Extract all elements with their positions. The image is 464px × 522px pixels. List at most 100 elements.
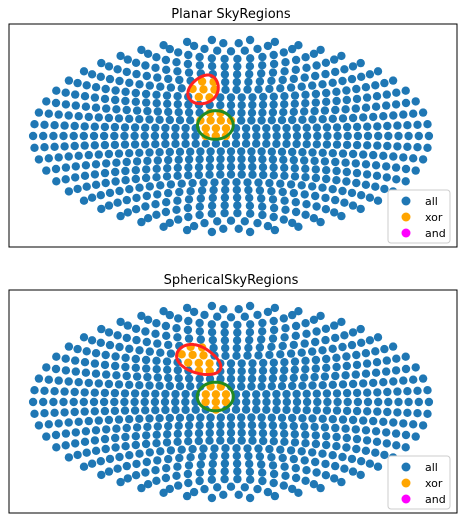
point-all — [338, 415, 348, 424]
point-all — [320, 157, 330, 166]
point-all — [233, 467, 242, 476]
point-all — [280, 429, 289, 438]
point-xor — [216, 116, 225, 125]
point-all — [372, 437, 382, 446]
point-all — [383, 407, 392, 417]
point-all — [34, 421, 44, 430]
point-all — [137, 45, 146, 55]
point-all — [121, 176, 130, 185]
point-all — [409, 420, 418, 429]
point-all — [174, 421, 183, 430]
point-all — [207, 320, 216, 329]
point-all — [262, 397, 271, 407]
point-all — [207, 201, 217, 210]
point-all — [321, 459, 330, 469]
point-all — [322, 174, 331, 184]
point-all — [199, 444, 208, 453]
point-all — [348, 149, 358, 159]
point-all — [255, 77, 265, 86]
point-all — [141, 173, 151, 183]
point-all — [240, 46, 249, 55]
point-all — [60, 387, 69, 396]
point-all — [132, 423, 142, 432]
point-all — [91, 369, 101, 378]
point-all — [369, 416, 378, 426]
point-all — [289, 421, 298, 431]
point-all — [280, 196, 289, 205]
point-all — [184, 108, 194, 117]
point-all — [156, 447, 165, 456]
point-all — [234, 39, 243, 48]
point-all — [268, 68, 278, 77]
point-all — [280, 163, 289, 172]
point-all — [64, 187, 74, 196]
point-all — [340, 65, 349, 74]
point-all — [267, 116, 276, 125]
point-all — [90, 407, 100, 416]
point-all — [237, 436, 246, 445]
point-all — [233, 54, 242, 64]
point-all — [237, 374, 246, 384]
point-all — [141, 468, 150, 477]
point-all — [248, 100, 257, 110]
point-all — [104, 201, 114, 210]
point-all — [162, 91, 172, 100]
point-all — [270, 225, 280, 235]
point-all — [171, 405, 180, 415]
point-all — [145, 115, 154, 124]
point-all — [183, 203, 193, 213]
point-all — [125, 415, 134, 424]
point-all — [308, 381, 317, 390]
point-all — [71, 367, 81, 376]
point-all — [145, 148, 154, 157]
point-all — [145, 381, 154, 390]
point-all — [263, 41, 273, 51]
point-all — [259, 436, 268, 446]
point-all — [152, 356, 161, 365]
point-all — [122, 371, 131, 381]
point-all — [200, 44, 209, 54]
point-all — [220, 54, 229, 64]
point-all — [194, 163, 204, 172]
point-all — [141, 439, 151, 449]
point-all — [165, 44, 174, 54]
point-all — [323, 397, 332, 407]
point-all — [411, 97, 420, 106]
point-all — [328, 149, 337, 158]
point-all — [413, 143, 422, 152]
point-all — [297, 447, 306, 456]
point-all — [226, 47, 236, 56]
point-all — [247, 155, 257, 164]
point-all — [352, 94, 362, 104]
point-all — [42, 166, 51, 175]
point-all — [94, 150, 104, 159]
point-all — [184, 68, 194, 77]
point-all — [163, 99, 172, 109]
point-all — [165, 413, 174, 423]
point-all — [297, 82, 306, 91]
point-all — [237, 413, 246, 422]
point-all — [280, 171, 289, 180]
point-all — [232, 70, 242, 79]
legend-label-and: and — [425, 227, 446, 240]
point-all — [383, 387, 392, 397]
point-all — [101, 350, 110, 360]
point-all — [207, 475, 216, 484]
point-all — [392, 175, 401, 184]
point-all — [294, 488, 303, 497]
point-all — [91, 160, 101, 169]
point-all — [281, 324, 290, 333]
point-all — [161, 321, 171, 331]
point-all — [352, 360, 362, 370]
point-all — [282, 131, 291, 141]
point-all — [401, 364, 411, 374]
point-all — [175, 382, 185, 391]
point-all — [371, 448, 380, 457]
point-all — [51, 164, 61, 174]
point-all — [341, 105, 350, 114]
point-all — [61, 441, 70, 450]
point-all — [300, 107, 309, 116]
point-all — [220, 70, 230, 79]
point-all — [382, 356, 391, 365]
point-all — [174, 155, 183, 164]
